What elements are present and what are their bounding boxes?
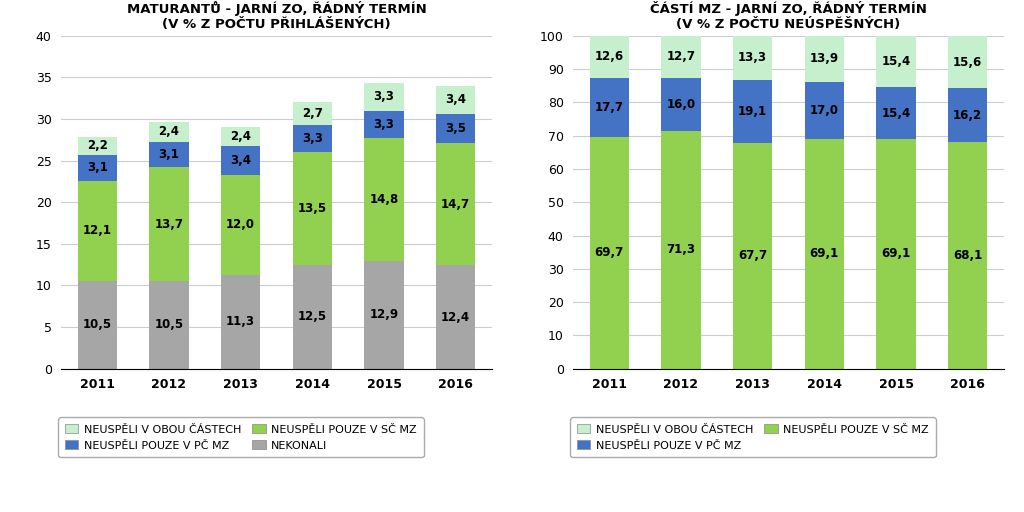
Bar — [805, 139, 844, 369]
Bar — [78, 155, 117, 181]
Bar — [150, 281, 188, 369]
Bar — [436, 86, 475, 114]
Text: 12,7: 12,7 — [667, 51, 695, 63]
Text: 14,8: 14,8 — [370, 193, 398, 206]
Text: 67,7: 67,7 — [738, 249, 767, 263]
Text: 3,3: 3,3 — [302, 132, 323, 145]
Text: 10,5: 10,5 — [83, 318, 112, 331]
Bar — [293, 153, 332, 265]
Text: 15,4: 15,4 — [882, 106, 910, 119]
Text: 2,7: 2,7 — [302, 107, 323, 120]
Text: 69,1: 69,1 — [882, 247, 910, 260]
Text: 3,3: 3,3 — [374, 118, 394, 131]
Bar — [733, 143, 772, 369]
Bar — [78, 181, 117, 281]
Text: 17,7: 17,7 — [595, 101, 624, 114]
Text: 11,3: 11,3 — [226, 315, 255, 328]
Bar — [805, 36, 844, 82]
Bar — [590, 36, 629, 78]
Legend: NEUSPĚLI V OBOU ČÁSTECH, NEUSPĚLI POUZE V PČ MZ, NEUSPĚLI POUZE V SČ MZ: NEUSPĚLI V OBOU ČÁSTECH, NEUSPĚLI POUZE … — [570, 417, 936, 457]
Bar — [293, 102, 332, 125]
Text: 16,0: 16,0 — [667, 98, 695, 111]
Text: 12,5: 12,5 — [298, 310, 327, 323]
Text: 69,7: 69,7 — [595, 246, 624, 259]
Text: 12,1: 12,1 — [83, 224, 112, 238]
Bar — [150, 167, 188, 281]
Bar — [365, 83, 403, 111]
Bar — [733, 35, 772, 80]
Bar — [293, 125, 332, 153]
Bar — [733, 80, 772, 143]
Text: 14,7: 14,7 — [441, 198, 470, 211]
Text: 19,1: 19,1 — [738, 105, 767, 118]
Text: 13,5: 13,5 — [298, 202, 327, 215]
Bar — [150, 141, 188, 167]
Text: 13,3: 13,3 — [738, 51, 767, 64]
Bar — [150, 121, 188, 141]
Bar — [78, 281, 117, 369]
Text: 15,6: 15,6 — [953, 56, 982, 69]
Bar — [662, 132, 700, 369]
Text: 2,2: 2,2 — [87, 139, 108, 152]
Text: 3,5: 3,5 — [445, 122, 466, 135]
Legend: NEUSPĚLI V OBOU ČÁSTECH, NEUSPĚLI POUZE V PČ MZ, NEUSPĚLI POUZE V SČ MZ, NEKONAL: NEUSPĚLI V OBOU ČÁSTECH, NEUSPĚLI POUZE … — [58, 417, 424, 457]
Bar — [590, 78, 629, 137]
Bar — [948, 36, 987, 88]
Text: 71,3: 71,3 — [667, 244, 695, 257]
Bar — [662, 78, 700, 132]
Bar — [877, 139, 915, 369]
Bar — [662, 36, 700, 78]
Bar — [221, 274, 260, 369]
Text: 15,4: 15,4 — [882, 55, 910, 68]
Text: 68,1: 68,1 — [953, 249, 982, 262]
Bar — [877, 88, 915, 139]
Bar — [948, 142, 987, 369]
Bar — [948, 88, 987, 142]
Text: 3,4: 3,4 — [230, 154, 251, 167]
Text: 2,4: 2,4 — [230, 130, 251, 143]
Title: STRUKTURA HRUBÉ NEÚSPĚŠNOSTI
MATURANTŮ - JARNÍ ZO, ŘÁDNÝ TERMÍN
(V % Z POČTU PŘI: STRUKTURA HRUBÉ NEÚSPĚŠNOSTI MATURANTŮ -… — [127, 0, 426, 31]
Text: 12,9: 12,9 — [370, 308, 398, 322]
Title: STRUKTURA NEÚSPĚŠNOSTI MATURANTŮ DLE
ČÁSTÍ MZ - JARNÍ ZO, ŘÁDNÝ TERMÍN
(V % Z PO: STRUKTURA NEÚSPĚŠNOSTI MATURANTŮ DLE ČÁS… — [617, 0, 959, 31]
Text: 2,4: 2,4 — [159, 125, 179, 138]
Text: 10,5: 10,5 — [155, 318, 183, 331]
Text: 3,4: 3,4 — [445, 93, 466, 106]
Bar — [365, 138, 403, 261]
Bar — [436, 143, 475, 265]
Bar — [436, 265, 475, 369]
Bar — [365, 111, 403, 138]
Text: 3,1: 3,1 — [87, 161, 108, 174]
Bar — [221, 146, 260, 175]
Bar — [590, 137, 629, 369]
Bar — [221, 126, 260, 146]
Bar — [877, 36, 915, 88]
Text: 3,3: 3,3 — [374, 91, 394, 103]
Bar — [436, 114, 475, 143]
Text: 12,0: 12,0 — [226, 218, 255, 231]
Bar — [805, 82, 844, 139]
Text: 16,2: 16,2 — [953, 109, 982, 121]
Text: 13,9: 13,9 — [810, 52, 839, 66]
Text: 12,4: 12,4 — [441, 311, 470, 324]
Text: 3,1: 3,1 — [159, 148, 179, 161]
Bar — [78, 137, 117, 155]
Text: 12,6: 12,6 — [595, 50, 624, 63]
Bar — [221, 175, 260, 274]
Text: 17,0: 17,0 — [810, 104, 839, 117]
Bar — [293, 265, 332, 369]
Text: 13,7: 13,7 — [155, 218, 183, 231]
Text: 69,1: 69,1 — [810, 247, 839, 260]
Bar — [365, 261, 403, 369]
